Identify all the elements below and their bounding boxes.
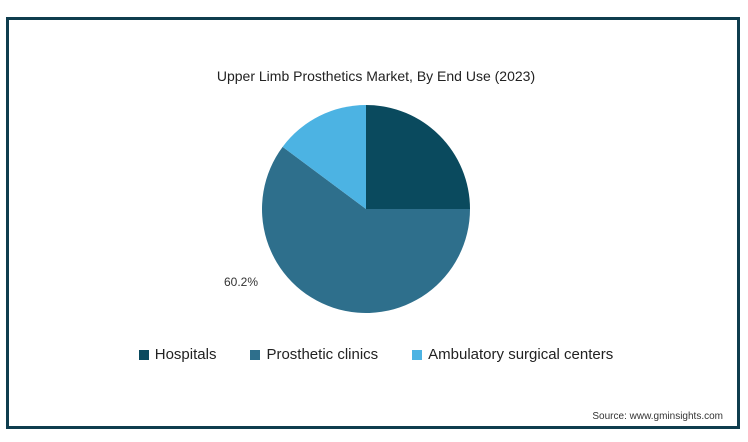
legend-label-hospitals: Hospitals [154,346,217,363]
chart-title: Upper Limb Prosthetics Market, By End Us… [216,68,536,84]
legend-item-prosthetic-clinics: Prosthetic clinics [250,346,378,363]
legend-label-prosthetic-clinics: Prosthetic clinics [266,346,379,363]
legend-swatch-ambulatory-surgical-centers [412,349,423,360]
legend-item-ambulatory-surgical-centers: Ambulatory surgical centers [412,346,613,363]
legend-swatch-prosthetic-clinics [250,349,261,360]
legend-swatch-hospitals [138,349,149,360]
legend-label-ambulatory-surgical-centers: Ambulatory surgical centers [428,346,614,363]
source-note: Source: www.gminsights.com [592,411,723,422]
pie-slice-prosthetic-clinics [262,146,470,313]
pie-chart [262,105,470,313]
chart-frame: Upper Limb Prosthetics Market, By End Us… [6,17,740,429]
data-label-prosthetic-clinics: 60.2% [224,275,259,289]
legend: Hospitals Prosthetic clinics Ambulatory … [9,346,743,363]
legend-item-hospitals: Hospitals [138,346,217,363]
pie-slice-ambulatory-surgical-centers [282,105,366,209]
pie-slice-hospitals [366,105,470,209]
